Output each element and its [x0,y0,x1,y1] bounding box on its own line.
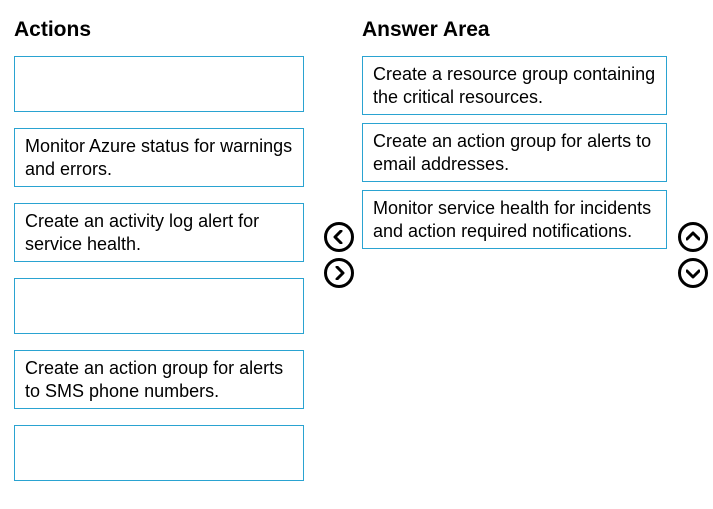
action-item[interactable] [14,278,304,334]
answer-item[interactable]: Monitor service health for incidents and… [362,190,667,249]
actions-heading: Actions [14,18,304,42]
answer-item[interactable]: Create an action group for alerts to ema… [362,123,667,182]
move-down-button[interactable] [678,258,708,288]
action-item[interactable] [14,425,304,481]
action-item-label: Create an action group for alerts to SMS… [25,357,293,402]
answer-item-label: Monitor service health for incidents and… [373,197,656,242]
action-item[interactable]: Create an action group for alerts to SMS… [14,350,304,409]
action-item[interactable]: Monitor Azure status for warnings and er… [14,128,304,187]
chevron-right-icon [332,266,346,280]
chevron-left-icon [332,230,346,244]
actions-column: Actions Monitor Azure status for warning… [14,18,304,509]
action-item-label: Monitor Azure status for warnings and er… [25,135,293,180]
answer-item-label: Create an action group for alerts to ema… [373,130,656,175]
action-item[interactable] [14,56,304,112]
move-right-button[interactable] [324,258,354,288]
action-item[interactable]: Create an activity log alert for service… [14,203,304,262]
answer-heading: Answer Area [362,18,667,42]
action-item-label: Create an activity log alert for service… [25,210,293,255]
answer-item[interactable]: Create a resource group containing the c… [362,56,667,115]
answer-column: Answer Area Create a resource group cont… [362,18,667,509]
chevron-up-icon [686,230,700,244]
move-left-button[interactable] [324,222,354,252]
move-up-button[interactable] [678,222,708,252]
answer-item-label: Create a resource group containing the c… [373,63,656,108]
chevron-down-icon [686,266,700,280]
